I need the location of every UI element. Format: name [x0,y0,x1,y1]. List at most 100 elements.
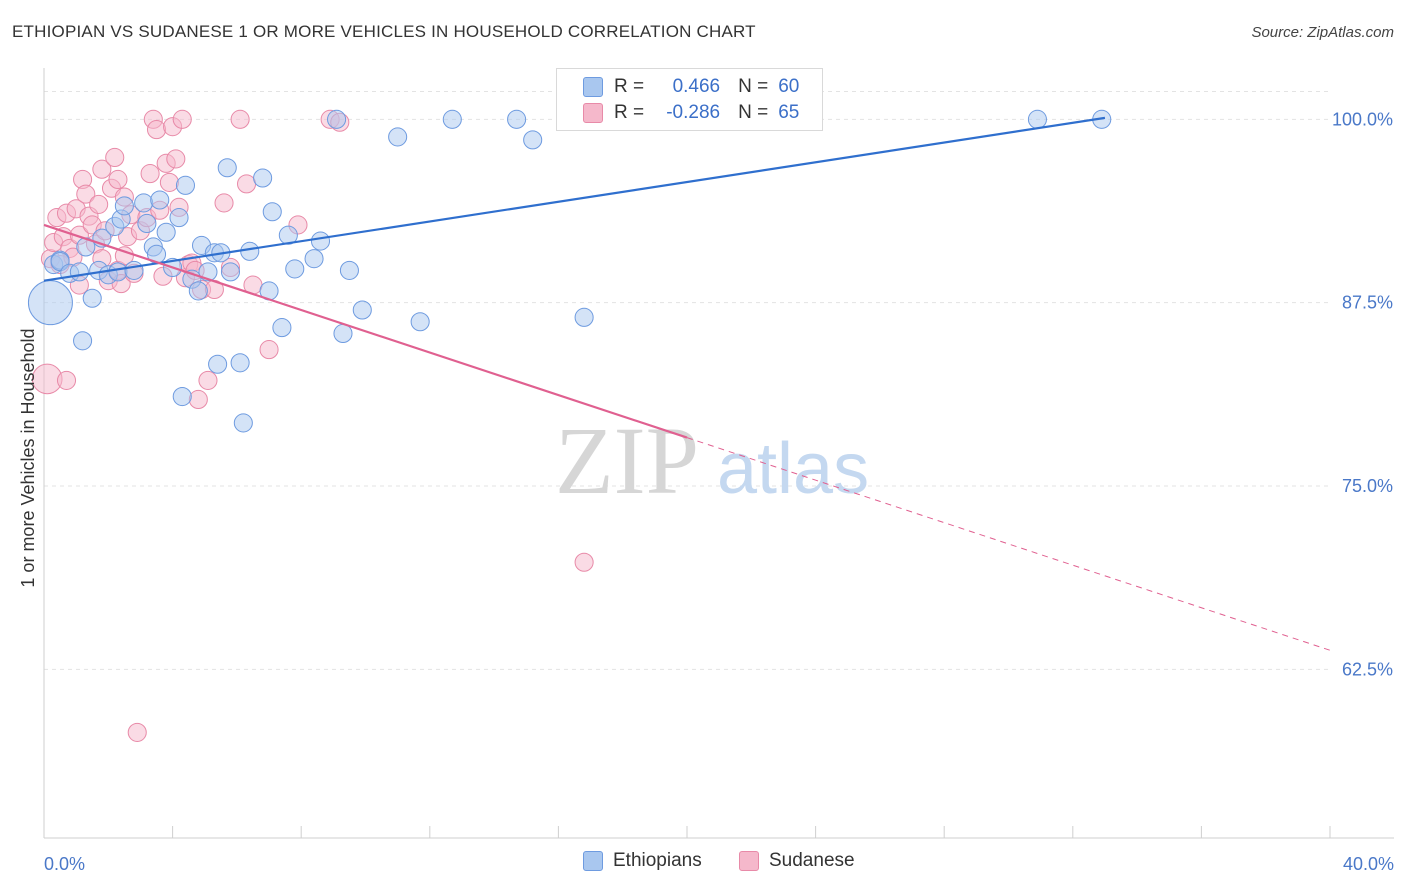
sudanese-point [105,147,125,168]
legend-n-label: N = [738,102,769,123]
sudanese-point [188,389,208,410]
ethiopian-point [442,109,462,129]
ethiopian-point [169,208,189,228]
ethiopian-point [27,280,73,326]
sudanese-point [140,164,160,184]
ethiopians-trend-line [43,116,1106,282]
ethiopian-point [253,168,273,188]
ethiopian-point [352,300,372,320]
legend-row-ethiopians: R = 0.466 N = 60 [583,76,799,98]
ethiopian-point [507,109,527,129]
ethiopian-point [82,288,102,308]
ethiopian-point [69,262,89,282]
legend-r-label: R = [614,76,645,97]
sudanese-point [114,246,134,266]
sudanese-point [574,552,594,572]
ethiopian-point [156,222,176,242]
ethiopian-point [304,249,324,269]
legend-row-sudanese: R = -0.286 N = 65 [583,102,799,124]
x-tick-label-min: 0.0% [44,854,85,874]
sudanese-point [237,174,257,194]
data-points [27,109,1112,742]
ethiopian-point [73,331,93,351]
ethiopian-point [172,386,192,407]
legend-r-value: 0.466 [672,76,721,97]
ethiopian-point [124,260,144,280]
sudanese-point [166,149,186,169]
ethiopian-point [240,241,260,261]
ethiopian-point [108,262,128,282]
ethiopian-point [339,260,359,280]
y-tick-label: 75.0% [1342,476,1393,496]
ethiopian-point [272,318,292,338]
ethiopian-point [134,193,154,213]
watermark: ZIP atlas [555,407,869,514]
source-label: Source: ZipAtlas.com [1251,24,1394,41]
ethiopian-point [262,202,282,222]
y-tick-label: 62.5% [1342,659,1393,679]
legend-n-label: N = [738,76,769,97]
sudanese-point [172,109,192,129]
sudanese-point [146,120,167,140]
ethiopian-point [220,262,241,282]
series-legend: Ethiopians Sudanese [0,850,1406,878]
ethiopians-swatch [583,851,603,871]
y-tick-label: 100.0% [1332,109,1393,129]
ethiopian-point [150,190,170,210]
correlation-legend: R = 0.466 N = 60 R = -0.286 N = 65 [556,68,823,131]
ethiopian-point [327,109,347,129]
sudanese-point [230,109,250,129]
trend-lines [43,116,1331,651]
ethiopian-point [198,262,218,282]
watermark-atlas: atlas [717,429,869,509]
y-axis-label: 1 or more Vehicles in Household [18,328,38,587]
watermark-zip: ZIP [555,407,699,514]
ethiopian-point [285,259,305,279]
sudanese-point [198,370,218,390]
ethiopian-point [523,130,543,150]
ethiopian-point [188,281,208,301]
sudanese-point [56,370,77,390]
sudanese-point [259,340,279,360]
legend-r-label: R = [614,102,645,123]
legend-n-value: 65 [778,102,800,123]
sudanese-point [108,169,128,190]
series-legend-sudanese: Sudanese [739,850,855,872]
ethiopian-point [333,323,353,344]
sudanese-point [214,193,234,213]
sudanese-trend-line [43,223,688,439]
sudanese-point [159,172,179,192]
ethiopian-point [233,413,253,433]
chart-title: ETHIOPIAN VS SUDANESE 1 OR MORE VEHICLES… [12,22,756,41]
ethiopian-point [230,353,250,373]
tick-labels: 62.5% 75.0% 87.5% 100.0% 0.0% 40.0% [44,109,1394,874]
sudanese-point [127,722,147,742]
sudanese-point [76,184,96,204]
sudanese-trend-extension [686,437,1331,651]
legend-n-value: 60 [778,76,800,97]
ethiopian-point [310,231,331,251]
ethiopian-point [1027,109,1047,129]
ethiopian-point [574,307,594,327]
ethiopian-point [137,213,157,234]
legend-swatch-pink [583,103,603,123]
legend-swatch-blue [583,77,603,97]
axes [43,68,1394,839]
x-tick-label-max: 40.0% [1343,854,1394,874]
sudanese-point [89,194,109,214]
sudanese-swatch [739,851,759,871]
legend-r-value: -0.286 [666,102,721,123]
series-legend-ethiopians: Ethiopians [583,850,702,872]
ethiopian-point [217,158,237,178]
ethiopian-point [175,175,196,195]
ethiopian-point [388,127,408,147]
ethiopians-label: Ethiopians [613,850,702,871]
y-tick-label: 87.5% [1342,293,1393,313]
ethiopian-point [114,196,134,216]
sudanese-label: Sudanese [769,850,855,871]
gridlines [44,90,1330,670]
sudanese-point [92,159,112,179]
ethiopian-point [410,312,430,332]
ethiopian-point [208,354,228,374]
